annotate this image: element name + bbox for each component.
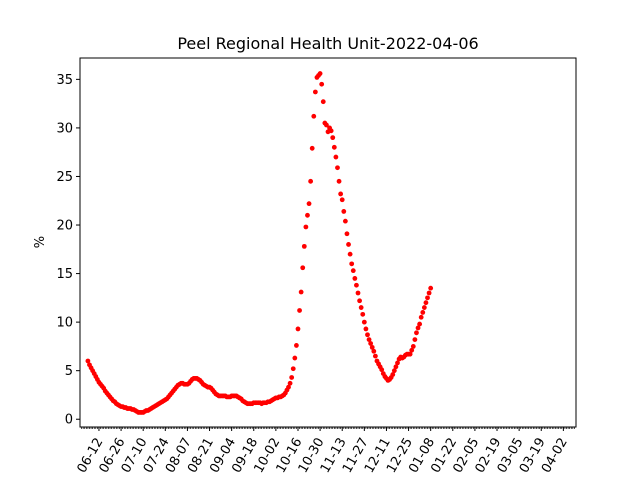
- data-point: [320, 99, 326, 105]
- data-point: [409, 347, 415, 353]
- data-point: [294, 343, 299, 348]
- data-point: [415, 325, 421, 331]
- y-axis-label: %: [33, 236, 48, 248]
- data-point: [347, 251, 353, 257]
- data-point: [298, 289, 304, 295]
- data-point: [393, 364, 399, 370]
- data-point: [328, 128, 334, 134]
- data-point: [333, 154, 339, 160]
- data-point: [335, 165, 340, 171]
- data-point: [300, 265, 306, 271]
- y-tick-label: 10: [56, 316, 73, 331]
- data-point: [390, 372, 396, 377]
- chart-title: Peel Regional Health Unit-2022-04-06: [177, 34, 478, 53]
- data-point: [287, 380, 293, 386]
- data-point: [292, 355, 298, 361]
- data-point: [349, 261, 355, 267]
- data-point: [360, 311, 366, 317]
- data-point: [379, 367, 385, 373]
- data-point: [319, 81, 325, 87]
- data-point: [350, 268, 356, 274]
- y-axis: 0 5 10 15 20 25 30 35: [56, 73, 80, 428]
- data-point: [330, 135, 336, 141]
- data-point: [355, 290, 361, 296]
- data-point: [303, 224, 309, 230]
- data-point: [423, 300, 429, 306]
- y-tick-label: 15: [56, 267, 73, 282]
- data-point: [336, 178, 342, 184]
- data-point: [286, 384, 291, 390]
- data-point: [414, 330, 419, 336]
- data-points: [85, 71, 434, 415]
- data-point: [410, 344, 416, 349]
- data-point: [324, 122, 329, 128]
- data-point: [426, 290, 432, 296]
- data-point: [420, 310, 426, 315]
- data-point: [308, 178, 314, 184]
- data-point: [289, 375, 295, 380]
- data-point: [371, 348, 377, 354]
- data-point: [85, 358, 91, 364]
- y-tick-label: 30: [56, 121, 73, 136]
- data-point: [338, 191, 344, 197]
- data-point: [363, 326, 369, 332]
- data-point: [412, 337, 418, 343]
- data-point: [366, 337, 372, 343]
- data-point: [352, 276, 358, 281]
- y-tick-label: 25: [56, 170, 73, 185]
- data-point: [306, 201, 312, 207]
- y-tick-label: 35: [56, 73, 73, 88]
- y-tick-label: 5: [65, 364, 73, 379]
- data-point: [395, 360, 400, 366]
- data-point: [354, 282, 359, 288]
- data-point: [311, 113, 317, 119]
- data-point: [418, 314, 424, 320]
- data-point: [372, 353, 378, 359]
- data-point: [407, 351, 413, 357]
- data-point: [317, 71, 323, 76]
- data-point: [428, 285, 434, 291]
- data-point: [365, 332, 370, 338]
- data-point: [344, 231, 350, 237]
- data-point: [301, 243, 307, 249]
- data-point: [305, 212, 310, 218]
- data-point: [417, 321, 423, 327]
- data-point: [358, 305, 364, 310]
- data-point: [368, 341, 374, 346]
- plot-frame: [79, 57, 577, 428]
- data-point: [357, 298, 362, 304]
- data-point: [341, 209, 347, 214]
- data-point: [361, 319, 367, 325]
- data-point: [295, 326, 301, 332]
- data-point: [391, 368, 397, 374]
- data-point: [346, 242, 351, 247]
- data-point: [339, 197, 345, 203]
- data-point: [425, 295, 430, 301]
- y-tick-label: 0: [65, 413, 73, 428]
- data-point: [331, 144, 337, 150]
- data-point: [309, 145, 315, 151]
- data-point: [342, 218, 348, 224]
- data-point: [312, 89, 318, 95]
- data-point: [369, 344, 375, 350]
- data-point: [297, 308, 302, 313]
- data-point: [290, 366, 296, 372]
- data-point: [421, 305, 427, 310]
- y-tick-label: 20: [56, 219, 73, 234]
- x-axis: 06-1206-2607-1007-2408-0708-2109-0409-18…: [75, 427, 575, 476]
